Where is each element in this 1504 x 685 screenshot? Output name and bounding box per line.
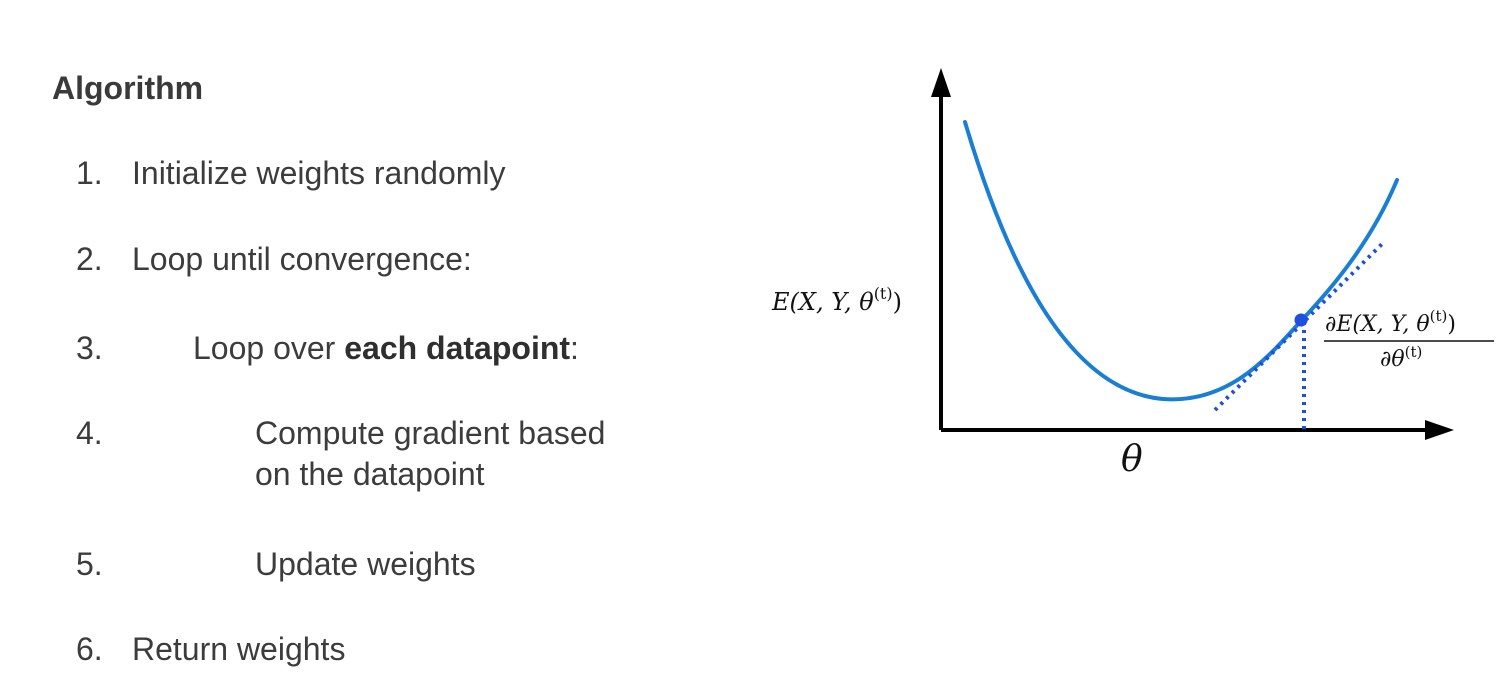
y-axis-label-close: ) [893, 288, 902, 316]
step-number: 2. [76, 241, 103, 277]
step-number: 1. [76, 155, 103, 191]
algorithm-title: Algorithm [52, 70, 204, 106]
step-text: Loop over each datapoint: [193, 328, 579, 368]
loss-curve-diagram: E(X, Y, θ(t)) θ ∂E(X, Y, θ(t)) ∂θ(t) [771, 68, 1494, 480]
gradient-numerator-base: ∂E(X, Y, θ [1325, 312, 1430, 337]
current-point [1294, 313, 1308, 327]
step-text-line-2: on the datapoint [255, 456, 485, 492]
gradient-denominator-superscript: (t) [1405, 343, 1423, 361]
step-text-bold: each datapoint [344, 330, 571, 366]
step-number: 3. [76, 330, 103, 366]
gradient-numerator-close: ) [1447, 312, 1456, 337]
step-text-before: Loop over [193, 330, 345, 366]
x-axis-label: θ [1121, 439, 1143, 480]
y-axis-label: E(X, Y, θ(t)) [771, 284, 902, 316]
x-axis-arrow-icon [1425, 420, 1454, 440]
gradient-numerator-superscript: (t) [1430, 307, 1448, 325]
step-text: Loop until convergence: [132, 241, 472, 277]
step-text-line-1: Compute gradient based [255, 415, 606, 451]
gradient-denominator-base: ∂θ [1380, 347, 1405, 372]
y-axis-arrow-icon [931, 68, 951, 97]
step-text: Return weights [132, 631, 346, 667]
step-text: Update weights [255, 546, 476, 582]
step-number: 6. [76, 631, 103, 667]
step-number: 5. [76, 546, 103, 582]
gradient-denominator: ∂θ(t) [1380, 343, 1422, 372]
loss-curve [963, 120, 1399, 402]
step-number: 4. [76, 415, 103, 451]
y-axis-label-base: E(X, Y, θ [771, 288, 874, 316]
y-axis-label-superscript: (t) [874, 284, 893, 303]
gradient-numerator: ∂E(X, Y, θ(t)) [1325, 307, 1456, 337]
step-text-after: : [570, 330, 579, 366]
step-text: Initialize weights randomly [132, 155, 506, 191]
